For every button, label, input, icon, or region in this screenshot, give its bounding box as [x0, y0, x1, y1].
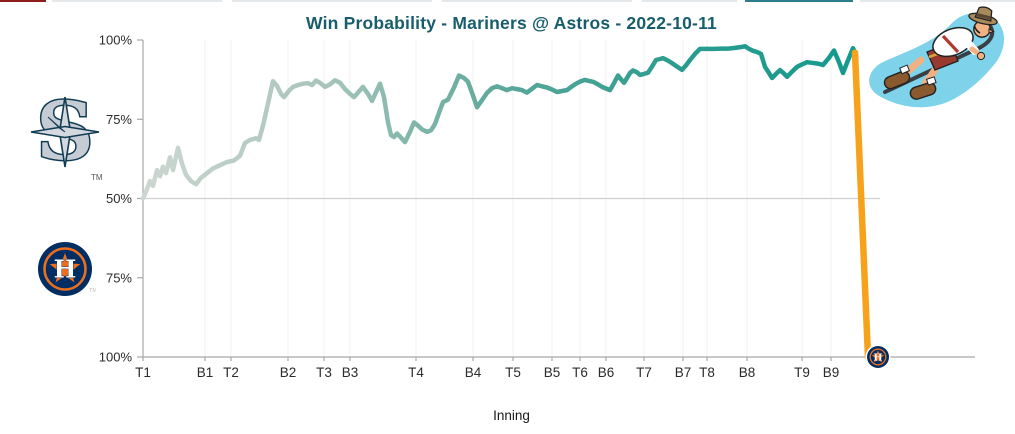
x-axis-title: Inning	[493, 408, 530, 423]
astros-logo-ring	[43, 247, 87, 291]
y-tick-label: 100%	[99, 33, 133, 48]
mascot-nose	[988, 28, 995, 34]
astros-end-logo-ring	[869, 348, 887, 366]
mascot-hand	[976, 51, 986, 61]
x-tick-label: T8	[699, 365, 715, 380]
astros-end-logo-star	[871, 350, 885, 363]
mascot-boot	[909, 76, 937, 100]
x-tick-label: T7	[636, 365, 652, 380]
sled-rider-mascot-sticker	[869, 6, 1005, 108]
mariners-win-probability-line	[140, 44, 858, 201]
browser-chrome-remnant-teal	[745, 0, 853, 2]
page-title: Win Probability - Mariners @ Astros - 20…	[306, 13, 717, 33]
x-tick-label: B5	[544, 365, 561, 380]
browser-chrome-remnant	[232, 0, 432, 2]
mascot-hair	[973, 25, 981, 34]
x-tick-label: T4	[408, 365, 424, 380]
mascot-hat	[968, 6, 998, 26]
y-tick-label: 50%	[106, 191, 132, 206]
x-tick-label: B1	[197, 365, 214, 380]
mascot-shirt	[932, 26, 974, 58]
mascot-leg	[921, 66, 939, 88]
compass-star-gold-point	[47, 116, 66, 133]
browser-chrome-remnant	[860, 0, 1015, 2]
x-tick-label: B8	[739, 365, 756, 380]
astros-logo-letter: H	[54, 255, 77, 284]
browser-chrome-remnant	[642, 0, 737, 2]
y-tick-label: 75%	[106, 270, 132, 285]
x-tick-label: B7	[675, 365, 692, 380]
x-tick-label: T6	[572, 365, 588, 380]
browser-chrome-remnant	[442, 0, 632, 2]
y-tick-label: 75%	[106, 112, 132, 127]
x-tick-label: T5	[505, 365, 521, 380]
astros-end-logo-letter: H	[874, 352, 883, 363]
mariners-logo: S TM	[30, 85, 103, 182]
browser-chrome-remnant-red	[0, 0, 46, 2]
browser-chrome-remnant	[52, 0, 222, 2]
x-tick-label: B3	[342, 365, 359, 380]
astros-star-icon	[47, 250, 83, 285]
x-tick-label: B2	[280, 365, 297, 380]
trademark-label: TM	[91, 173, 103, 182]
x-tick-label: T1	[135, 365, 151, 380]
astros-win-drop-line	[851, 49, 872, 361]
x-tick-label: B9	[823, 365, 840, 380]
x-tick-label: T2	[223, 365, 239, 380]
mascot-boot	[883, 64, 911, 90]
y-tick-label: 100%	[99, 350, 133, 365]
x-tick-label: B6	[598, 365, 615, 380]
astros-logo: H TM	[38, 242, 96, 296]
x-tick-label: T3	[316, 365, 332, 380]
trademark-label: TM	[89, 288, 96, 294]
x-tick-label: B4	[465, 365, 482, 380]
mascot-suspender	[941, 34, 960, 54]
x-tick-label: T9	[794, 365, 810, 380]
